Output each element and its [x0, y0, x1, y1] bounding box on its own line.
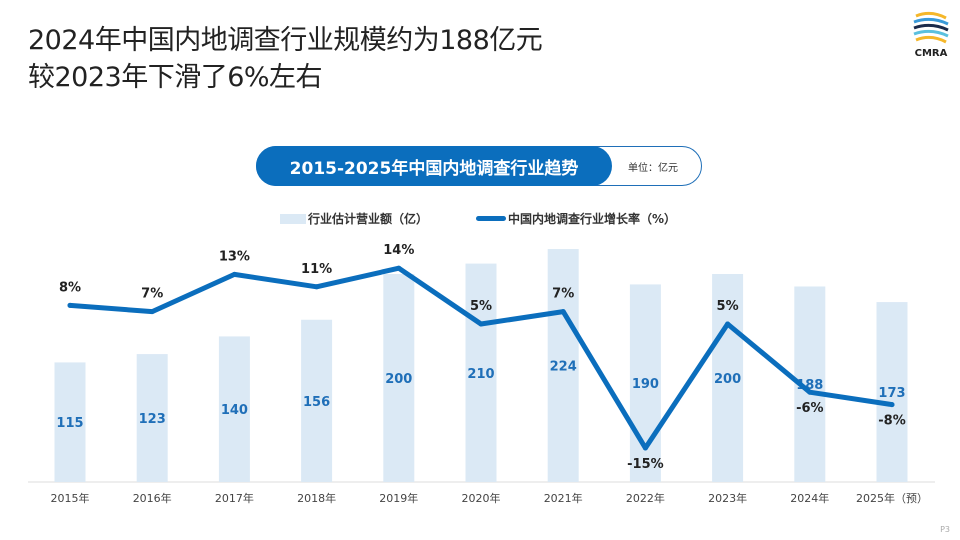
- line-value-label: 13%: [219, 249, 250, 264]
- line-point: [478, 321, 484, 327]
- line-point: [807, 389, 813, 395]
- line-point: [560, 309, 566, 315]
- line-value-label: 8%: [59, 280, 81, 295]
- line-value-label: -8%: [878, 414, 905, 429]
- x-tick-label: 2025年（预）: [856, 491, 928, 505]
- legend-item-line: 中国内地调查行业增长率（%）: [476, 210, 676, 227]
- line-point: [67, 302, 73, 308]
- title-line-2: 较2023年下滑了6%左右: [28, 62, 323, 93]
- line-point: [314, 284, 320, 290]
- bar: [547, 249, 579, 482]
- x-tick-label: 2020年: [462, 491, 501, 505]
- bar-value-label: 115: [56, 416, 83, 431]
- bar: [218, 336, 250, 482]
- bar: [465, 263, 497, 482]
- legend-label-bar: 行业估计营业额（亿）: [308, 212, 429, 226]
- x-tick-label: 2018年: [297, 491, 336, 505]
- slide-title: 2024年中国内地调查行业规模约为188亿元 较2023年下滑了6%左右: [28, 22, 543, 96]
- line-value-label: -6%: [796, 401, 823, 416]
- bar: [383, 274, 415, 482]
- x-tick-label: 2024年: [790, 491, 829, 505]
- x-tick-label: 2017年: [215, 491, 254, 505]
- line-value-label: 11%: [301, 262, 332, 277]
- x-tick-label: 2022年: [626, 491, 665, 505]
- bar: [301, 319, 333, 482]
- legend-item-bar: 行业估计营业额（亿）: [280, 210, 428, 227]
- bar-value-label: 200: [714, 372, 741, 387]
- bar-value-label: 210: [467, 367, 494, 382]
- line-value-label: 7%: [552, 287, 574, 302]
- logo-text: CMRA: [914, 48, 948, 59]
- logo-mark-icon: [913, 11, 949, 44]
- x-tick-label: 2021年: [544, 491, 583, 505]
- line-value-label: 14%: [383, 243, 414, 258]
- bar-value-label: 123: [139, 412, 166, 427]
- legend-swatch-bar: [280, 213, 306, 224]
- legend-swatch-line: [476, 216, 506, 221]
- line-value-label: -15%: [627, 457, 664, 472]
- bar: [876, 302, 908, 482]
- unit-label: 单位：亿元: [628, 163, 678, 174]
- bar-value-label: 200: [385, 372, 412, 387]
- bar-value-label: 173: [878, 386, 905, 401]
- line-point: [725, 321, 731, 327]
- x-tick-label: 2023年: [708, 491, 747, 505]
- bar-value-label: 190: [632, 377, 659, 392]
- title-line-1: 2024年中国内地调查行业规模约为188亿元: [28, 25, 543, 56]
- bar-value-label: 156: [303, 395, 330, 410]
- chart-title: 2015-2025年中国内地调查行业趋势: [256, 146, 612, 186]
- bar: [712, 274, 744, 482]
- line-point: [642, 445, 648, 451]
- x-tick-label: 2019年: [379, 491, 418, 505]
- line-point: [396, 265, 402, 271]
- bar: [54, 362, 86, 482]
- bar-value-label: 140: [221, 403, 248, 418]
- line-value-label: 7%: [141, 287, 163, 302]
- line-point: [231, 271, 237, 277]
- line-value-label: 5%: [470, 299, 492, 314]
- line-point: [889, 402, 895, 408]
- bar-value-label: 224: [550, 360, 577, 375]
- line-value-label: 5%: [717, 299, 739, 314]
- bar: [136, 354, 168, 482]
- x-tick-label: 2016年: [133, 491, 172, 505]
- cmra-logo: CMRA: [906, 8, 956, 64]
- x-tick-label: 2015年: [51, 491, 90, 505]
- legend-label-line: 中国内地调查行业增长率（%）: [508, 212, 677, 226]
- line-point: [149, 309, 155, 315]
- page-number: P3: [940, 525, 950, 534]
